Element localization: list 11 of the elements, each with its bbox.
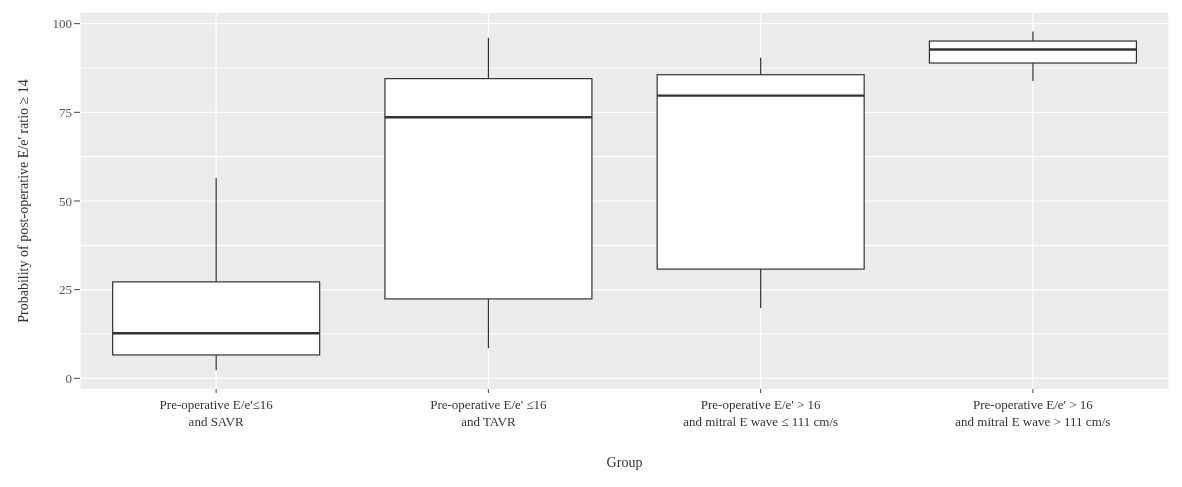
y-tick-label: 50 [59, 193, 72, 209]
y-axis-title: Probability of post-operative E/e' ratio ≥ 14 [15, 79, 31, 323]
x-axis-title: Group [606, 455, 643, 470]
y-tick-label: 75 [59, 104, 72, 120]
x-tick-label: Pre-operative E/e' > 16 and mitral E wave > 111 cm/s [955, 397, 1111, 429]
y-tick-label: 100 [52, 16, 72, 32]
x-tick-label: Pre-operative E/e'≤16 and SAVR [159, 397, 274, 429]
x-tick-label: Pre-operative E/e' ≤16 and TAVR [430, 397, 548, 429]
y-tick-label: 25 [59, 282, 72, 298]
x-tick-label: Pre-operative E/e' > 16 and mitral E wave ≤ 111 cm/s [683, 397, 839, 429]
y-tick-label: 0 [65, 370, 72, 386]
